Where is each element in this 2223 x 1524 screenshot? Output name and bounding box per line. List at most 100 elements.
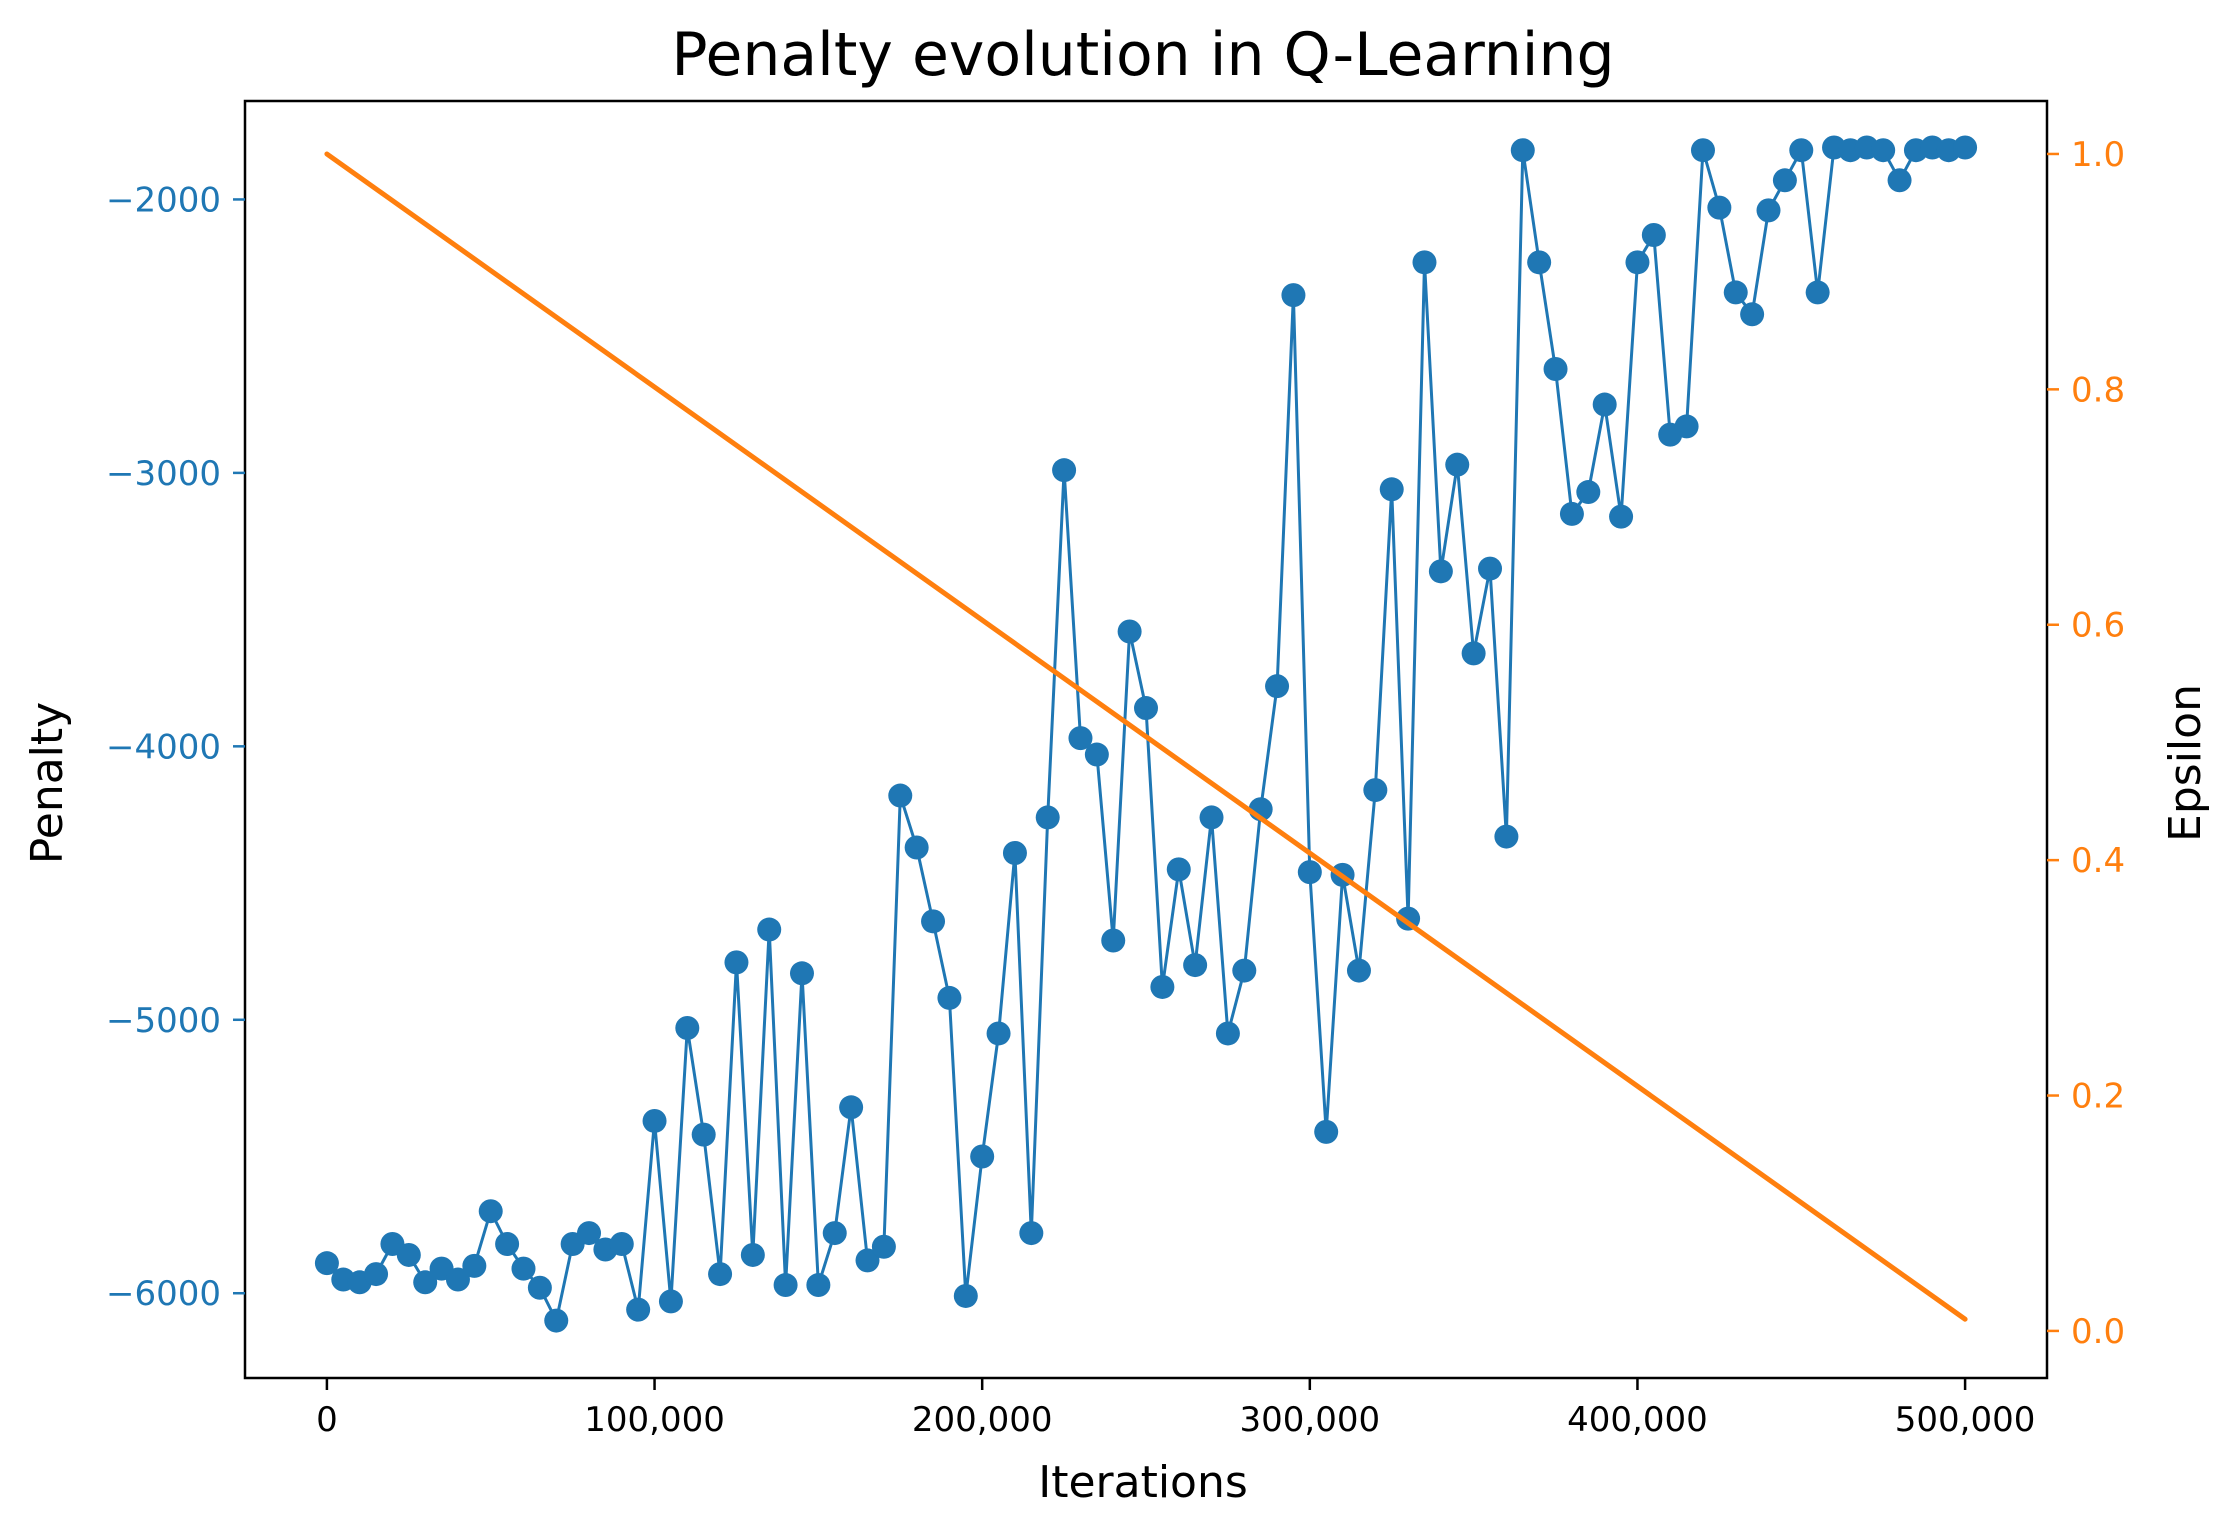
penalty-point — [1002, 840, 1027, 865]
penalty-point — [986, 1021, 1011, 1046]
penalty-point — [1772, 168, 1797, 193]
penalty-point — [626, 1297, 651, 1322]
penalty-point — [1674, 414, 1699, 439]
penalty-point — [1559, 501, 1584, 526]
penalty-point — [1428, 559, 1453, 584]
x-tick-label: 500,000 — [1895, 1400, 2036, 1440]
penalty-point — [953, 1283, 978, 1308]
penalty-point — [1871, 138, 1896, 163]
y2-tick-label: 0.0 — [2071, 1312, 2125, 1352]
penalty-point — [1543, 356, 1568, 381]
y-tick-label: −4000 — [106, 727, 221, 767]
penalty-point — [1101, 928, 1126, 953]
penalty-point — [789, 961, 814, 986]
penalty-point — [839, 1095, 864, 1120]
penalty-point — [1609, 504, 1634, 529]
penalty-point — [1265, 674, 1290, 699]
x-tick-label: 0 — [316, 1400, 338, 1440]
y-tick-label: −6000 — [106, 1274, 221, 1314]
penalty-point — [1379, 477, 1404, 502]
x-tick-label: 100,000 — [584, 1400, 725, 1440]
penalty-point — [1166, 857, 1191, 882]
penalty-point — [445, 1267, 470, 1292]
penalty-point — [773, 1273, 798, 1298]
penalty-point — [1117, 619, 1142, 644]
penalty-point — [1740, 302, 1765, 327]
penalty-point — [396, 1242, 421, 1267]
epsilon-line — [324, 151, 1968, 1322]
penalty-point — [577, 1221, 602, 1246]
penalty-point — [1592, 392, 1617, 417]
y2-tick-label: 0.6 — [2071, 606, 2125, 646]
penalty-point — [888, 783, 913, 808]
x-axis-title: Iterations — [1038, 1457, 1248, 1508]
penalty-point — [658, 1289, 683, 1314]
penalty-point — [527, 1275, 552, 1300]
penalty-point — [544, 1308, 569, 1333]
penalty-point — [1412, 250, 1437, 275]
penalty-point — [1052, 458, 1077, 483]
penalty-point — [822, 1221, 847, 1246]
x-tick-label: 200,000 — [912, 1400, 1053, 1440]
penalty-point — [1887, 168, 1912, 193]
penalty-point — [691, 1122, 716, 1147]
y-tick-label: −3000 — [106, 454, 221, 494]
penalty-point — [1281, 283, 1306, 308]
x-tick-label: 300,000 — [1240, 1400, 1381, 1440]
penalty-point — [1756, 198, 1781, 223]
penalty-point — [1625, 250, 1650, 275]
x-tick-label: 400,000 — [1567, 1400, 1708, 1440]
penalty-point — [937, 985, 962, 1010]
penalty-point — [1805, 280, 1830, 305]
penalty-point — [1035, 805, 1060, 830]
penalty-point — [740, 1242, 765, 1267]
penalty-point — [1510, 138, 1535, 163]
penalty-point — [1215, 1021, 1240, 1046]
penalty-point — [1461, 641, 1486, 666]
penalty-point — [675, 1015, 700, 1040]
penalty-point — [1641, 222, 1666, 247]
penalty-point — [757, 917, 782, 942]
penalty-point — [609, 1232, 634, 1257]
penalty-point — [871, 1234, 896, 1259]
y2-tick-label: 0.4 — [2071, 841, 2125, 881]
penalty-point — [921, 909, 946, 934]
penalty-point — [1232, 958, 1257, 983]
penalty-point — [1134, 696, 1158, 721]
penalty-point — [1346, 958, 1371, 983]
penalty-point — [855, 1248, 880, 1273]
penalty-point — [642, 1108, 667, 1133]
penalty-point — [1723, 280, 1748, 305]
penalty-point — [478, 1199, 503, 1224]
chart-title: Penalty evolution in Q-Learning — [671, 20, 1614, 90]
y2-tick-label: 0.2 — [2071, 1077, 2125, 1117]
penalty-point — [495, 1232, 520, 1257]
penalty-point — [1363, 778, 1388, 803]
penalty-point — [970, 1144, 995, 1169]
penalty-point — [806, 1273, 831, 1298]
y2-axis-title: Epsilon — [2160, 684, 2211, 842]
penalty-point — [1019, 1221, 1044, 1246]
plot-frame — [243, 99, 2049, 1380]
y-axis-title: Penalty — [22, 702, 73, 864]
penalty-point — [1690, 138, 1715, 163]
penalty-point — [1478, 556, 1503, 581]
penalty-point — [413, 1270, 438, 1295]
penalty-point — [1445, 452, 1470, 477]
penalty-point — [1199, 805, 1224, 830]
penalty-point — [1576, 480, 1601, 505]
y2-tick-label: 1.0 — [2071, 135, 2125, 175]
penalty-point — [462, 1253, 487, 1278]
penalty-point — [1953, 135, 1978, 160]
penalty-point — [1789, 138, 1814, 163]
y-tick-label: −2000 — [106, 180, 221, 220]
penalty-point — [314, 1251, 339, 1276]
penalty-point — [511, 1256, 536, 1281]
penalty-point — [1707, 195, 1732, 220]
y-tick-label: −5000 — [106, 1001, 221, 1041]
penalty-point — [1084, 742, 1109, 767]
y2-tick-label: 0.8 — [2071, 370, 2125, 410]
